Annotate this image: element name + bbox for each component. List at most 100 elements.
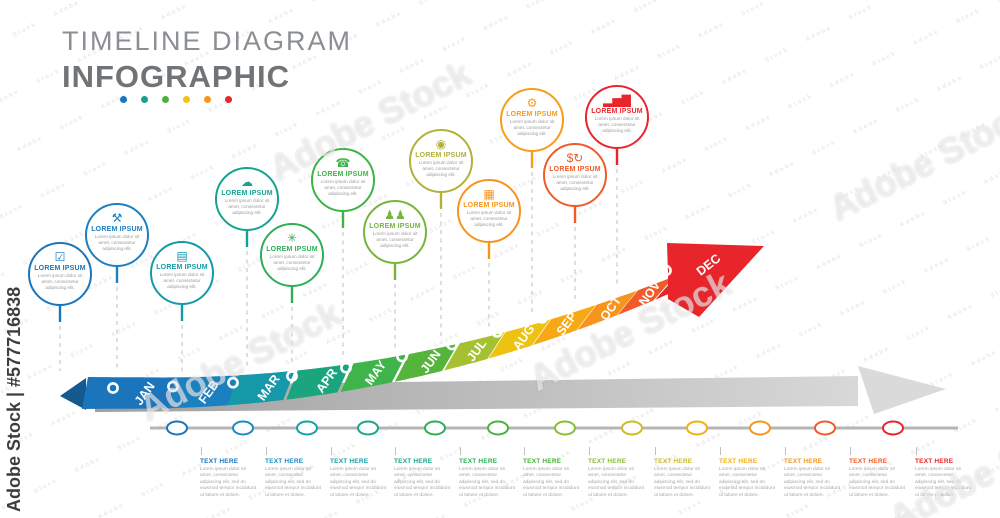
segment-ring-marker [227, 376, 239, 389]
lorem-bubble: ✳ LOREM IPSUM Lorem ipsum dolor sit amet, … [260, 223, 324, 287]
segment-ring-marker [491, 325, 503, 338]
footer-item: TEXT HERE Lorem ipsum dolor sit amet, con… [849, 447, 906, 499]
footer-body: Lorem ipsum dolor sit amet, consectetur … [330, 467, 386, 498]
accent-dots [120, 96, 232, 103]
bubble-title: LOREM IPSUM [266, 246, 318, 253]
footer-tick [850, 447, 851, 455]
month-segment [488, 319, 551, 359]
timeline-oval-marker [424, 420, 446, 436]
footer-tick [524, 447, 525, 455]
footer-body: Lorem ipsum dolor sit amet, consectetur … [719, 467, 775, 498]
footer-title: TEXT HERE [719, 458, 758, 465]
lorem-bubble: ⚒ LOREM IPSUM Lorem ipsum dolor sit amet, … [85, 203, 149, 267]
timeline-oval-marker [296, 420, 318, 436]
footer-item: TEXT HERE Lorem ipsum dolor sit amet, con… [523, 447, 580, 499]
footer-item: TEXT HERE Lorem ipsum dolor sit amet, con… [459, 447, 516, 499]
team-icon: ♟♟ [384, 208, 406, 222]
accent-dot [141, 96, 148, 103]
bubble-title: LOREM IPSUM [91, 226, 143, 233]
footer-body: Lorem ipsum dolor sit amet, consectetur … [784, 467, 840, 498]
cloud-rain-icon: ☁ [241, 175, 253, 189]
footer-body: Lorem ipsum dolor sit amet, consectetur … [394, 467, 450, 498]
month-segment [340, 354, 407, 392]
title-line-2: INFOGRAPHIC [62, 59, 290, 94]
bubble-title: LOREM IPSUM [221, 190, 273, 197]
footer-body: Lorem ipsum dolor sit amet, consectetur … [265, 467, 321, 498]
month-segment [394, 343, 458, 382]
location-pin-icon: ◉ [435, 137, 447, 151]
hand-gear-icon: ⚙ [526, 96, 538, 110]
network-icon: ✳ [286, 231, 298, 245]
footer-item: TEXT HERE Lorem ipsum dolor sit amet, con… [200, 447, 257, 499]
footer-row: TEXT HERE Lorem ipsum dolor sit amet, con… [0, 447, 1000, 517]
bubble-body: Lorem ipsum dolor sit amet, consectetur … [37, 273, 83, 291]
footer-title: TEXT HERE [523, 458, 562, 465]
timeline-oval-marker [686, 420, 708, 436]
footer-title: TEXT HERE [849, 458, 888, 465]
month-segment [617, 276, 675, 315]
footer-body: Lorem ipsum dolor sit amet, consectetur … [588, 467, 644, 498]
footer-title: TEXT HERE [915, 458, 954, 465]
timeline-oval-marker [749, 420, 771, 436]
segment-ring-marker [660, 264, 672, 277]
accent-dot [162, 96, 169, 103]
footer-title: TEXT HERE [200, 458, 239, 465]
footer-tick [201, 447, 202, 455]
mobile-phone-icon: ☎ [335, 156, 351, 170]
month-segment [286, 363, 351, 400]
bubble-title: LOREM IPSUM [34, 265, 86, 272]
footer-body: Lorem ipsum dolor sit amet, consectetur … [200, 467, 256, 498]
footer-tick [589, 447, 590, 455]
bubble-title: LOREM IPSUM [415, 152, 467, 159]
footer-body: Lorem ipsum dolor sit amet, consectetur … [915, 467, 971, 498]
bubble-body: Lorem ipsum dolor sit amet, consectetur … [552, 174, 598, 192]
footer-item: TEXT HERE Lorem ipsum dolor sit amet, con… [588, 447, 645, 499]
bubble-title: LOREM IPSUM [156, 264, 208, 271]
accent-dot [120, 96, 127, 103]
footer-body: Lorem ipsum dolor sit amet, consectetur … [654, 467, 710, 498]
lorem-bubble: ☁ LOREM IPSUM Lorem ipsum dolor sit amet, … [215, 167, 279, 231]
timeline-oval-marker [232, 420, 254, 436]
footer-tick [266, 447, 267, 455]
month-segment [82, 377, 178, 409]
footer-item: TEXT HERE Lorem ipsum dolor sit amet, con… [784, 447, 841, 499]
ribbon-tail [60, 378, 86, 410]
footer-title: TEXT HERE [588, 458, 627, 465]
footer-tick [331, 447, 332, 455]
footer-title: TEXT HERE [459, 458, 498, 465]
footer-title: TEXT HERE [784, 458, 823, 465]
segment-ring-marker [286, 370, 298, 382]
monitor-check-icon: ☑ [54, 250, 66, 264]
footer-body: Lorem ipsum dolor sit amet, consectetur … [523, 467, 579, 498]
segment-ring-marker [622, 280, 634, 293]
bubble-body: Lorem ipsum dolor sit amet, consectetur … [94, 234, 140, 252]
footer-title: TEXT HERE [265, 458, 304, 465]
month-segment [532, 305, 596, 346]
bubble-title: LOREM IPSUM [506, 111, 558, 118]
lorem-bubble: $↻ LOREM IPSUM Lorem ipsum dolor sit amet,… [543, 143, 607, 207]
accent-dot [204, 96, 211, 103]
timeline-oval-marker [554, 420, 576, 436]
bubble-title: LOREM IPSUM [549, 166, 601, 173]
footer-body: Lorem ipsum dolor sit amet, consectetur … [459, 467, 515, 498]
timeline-oval-marker [166, 420, 188, 436]
growth-chart-icon: ▂▅▇ [603, 93, 631, 107]
footer-tick [785, 447, 786, 455]
bubble-body: Lorem ipsum dolor sit amet, consectetur … [269, 254, 315, 272]
gray-arrow-head [858, 366, 946, 414]
timeline-oval-marker [487, 420, 509, 436]
segment-ring-marker [581, 296, 593, 308]
segment-ring-marker [396, 350, 408, 363]
footer-title: TEXT HERE [654, 458, 693, 465]
bubble-title: LOREM IPSUM [317, 171, 369, 178]
segment-ring-marker [536, 311, 548, 324]
footer-item: TEXT HERE Lorem ipsum dolor sit amet, con… [915, 447, 972, 499]
bubble-body: Lorem ipsum dolor sit amet, consectetur … [320, 179, 366, 197]
tools-icon: ⚒ [111, 211, 123, 225]
timeline-oval-marker [621, 420, 643, 436]
footer-title: TEXT HERE [330, 458, 369, 465]
bubble-body: Lorem ipsum dolor sit amet, consectetur … [466, 210, 512, 228]
footer-item: TEXT HERE Lorem ipsum dolor sit amet, con… [654, 447, 711, 499]
footer-tick [720, 447, 721, 455]
